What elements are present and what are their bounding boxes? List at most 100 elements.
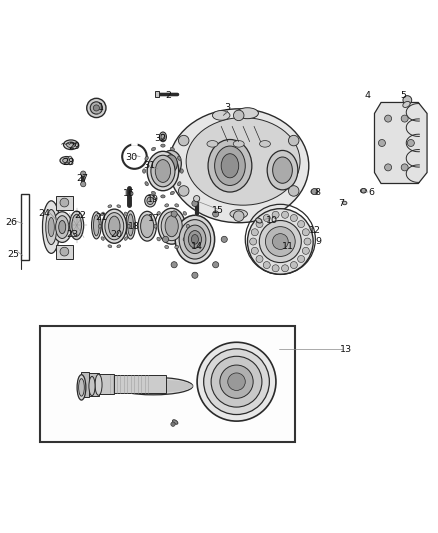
Ellipse shape bbox=[175, 204, 179, 207]
Text: 17: 17 bbox=[148, 214, 160, 223]
Ellipse shape bbox=[94, 215, 99, 236]
Ellipse shape bbox=[141, 215, 154, 238]
Ellipse shape bbox=[92, 212, 101, 239]
Bar bbox=[81, 373, 89, 397]
Circle shape bbox=[407, 140, 414, 147]
Ellipse shape bbox=[170, 191, 174, 195]
Ellipse shape bbox=[145, 156, 148, 160]
Text: 25: 25 bbox=[7, 250, 19, 259]
Ellipse shape bbox=[215, 146, 245, 185]
Text: 24: 24 bbox=[38, 208, 50, 217]
Bar bbox=[88, 374, 99, 396]
Ellipse shape bbox=[95, 374, 102, 395]
Circle shape bbox=[178, 185, 189, 196]
Ellipse shape bbox=[230, 209, 247, 219]
Polygon shape bbox=[374, 102, 427, 183]
Ellipse shape bbox=[183, 237, 187, 241]
Circle shape bbox=[256, 255, 263, 262]
Ellipse shape bbox=[138, 211, 156, 241]
Ellipse shape bbox=[72, 214, 81, 236]
Ellipse shape bbox=[108, 205, 112, 207]
Ellipse shape bbox=[173, 419, 178, 424]
Text: 32: 32 bbox=[154, 134, 166, 143]
Ellipse shape bbox=[184, 225, 206, 254]
Ellipse shape bbox=[101, 237, 104, 240]
Ellipse shape bbox=[102, 209, 127, 243]
Circle shape bbox=[220, 365, 253, 398]
Circle shape bbox=[250, 238, 257, 245]
Circle shape bbox=[272, 211, 279, 219]
Ellipse shape bbox=[143, 169, 145, 173]
Circle shape bbox=[212, 262, 219, 268]
Circle shape bbox=[197, 342, 276, 421]
Circle shape bbox=[401, 164, 408, 171]
Bar bbox=[56, 245, 73, 259]
Ellipse shape bbox=[154, 224, 157, 228]
Circle shape bbox=[178, 135, 189, 146]
Ellipse shape bbox=[124, 212, 127, 216]
Ellipse shape bbox=[165, 246, 169, 248]
Ellipse shape bbox=[161, 195, 165, 198]
Ellipse shape bbox=[117, 245, 121, 248]
Bar bbox=[21, 194, 29, 260]
Ellipse shape bbox=[164, 155, 177, 172]
Circle shape bbox=[259, 221, 301, 263]
Ellipse shape bbox=[188, 231, 201, 248]
Circle shape bbox=[194, 196, 200, 201]
Ellipse shape bbox=[79, 378, 84, 396]
Circle shape bbox=[228, 373, 245, 391]
Circle shape bbox=[211, 356, 262, 407]
Ellipse shape bbox=[207, 141, 218, 147]
Ellipse shape bbox=[170, 147, 174, 151]
Ellipse shape bbox=[151, 155, 175, 187]
Text: 6: 6 bbox=[368, 188, 374, 197]
Ellipse shape bbox=[105, 213, 124, 240]
Ellipse shape bbox=[360, 189, 367, 193]
Ellipse shape bbox=[89, 376, 95, 395]
Ellipse shape bbox=[165, 216, 178, 237]
Ellipse shape bbox=[186, 118, 300, 205]
Text: 20: 20 bbox=[110, 230, 123, 239]
Circle shape bbox=[90, 102, 102, 114]
Text: 21: 21 bbox=[95, 213, 107, 222]
Ellipse shape bbox=[152, 191, 155, 195]
Ellipse shape bbox=[158, 208, 185, 244]
Text: 8: 8 bbox=[314, 188, 320, 197]
Ellipse shape bbox=[161, 144, 165, 147]
Circle shape bbox=[212, 211, 219, 217]
Ellipse shape bbox=[48, 217, 54, 237]
Text: 23: 23 bbox=[66, 230, 78, 239]
Ellipse shape bbox=[63, 158, 71, 163]
Text: 26: 26 bbox=[5, 218, 17, 227]
Ellipse shape bbox=[109, 216, 120, 236]
Circle shape bbox=[247, 209, 313, 274]
Bar bbox=[56, 196, 73, 209]
Ellipse shape bbox=[259, 141, 271, 147]
Ellipse shape bbox=[233, 141, 244, 147]
Ellipse shape bbox=[161, 212, 182, 241]
Text: 10: 10 bbox=[265, 215, 278, 224]
Circle shape bbox=[289, 185, 299, 196]
Circle shape bbox=[221, 236, 227, 243]
Circle shape bbox=[251, 229, 258, 236]
Ellipse shape bbox=[160, 150, 181, 177]
Circle shape bbox=[87, 98, 106, 118]
Circle shape bbox=[204, 349, 269, 415]
Ellipse shape bbox=[128, 214, 133, 236]
Bar bbox=[155, 91, 159, 97]
Ellipse shape bbox=[152, 147, 155, 151]
Ellipse shape bbox=[175, 246, 179, 248]
Circle shape bbox=[401, 115, 408, 122]
Ellipse shape bbox=[165, 204, 169, 207]
Circle shape bbox=[361, 189, 366, 193]
Ellipse shape bbox=[177, 182, 181, 186]
Circle shape bbox=[304, 238, 311, 245]
Ellipse shape bbox=[221, 154, 239, 178]
Ellipse shape bbox=[70, 211, 84, 239]
Text: 11: 11 bbox=[282, 243, 294, 251]
Text: 29: 29 bbox=[68, 142, 81, 151]
Ellipse shape bbox=[117, 205, 121, 207]
Circle shape bbox=[263, 214, 270, 222]
Ellipse shape bbox=[68, 156, 72, 165]
Ellipse shape bbox=[108, 245, 112, 248]
